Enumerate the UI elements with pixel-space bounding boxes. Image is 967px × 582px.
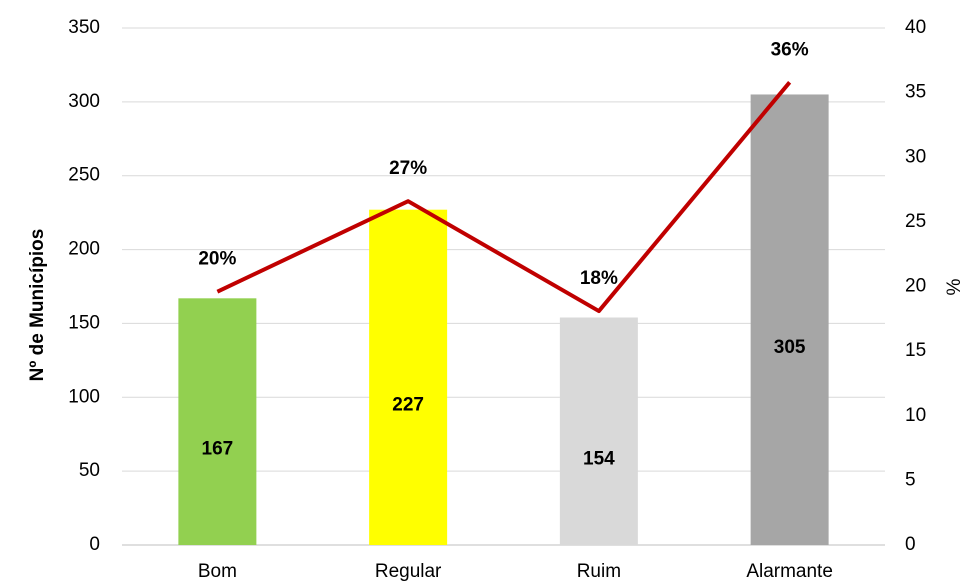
y-tick-label: 200 bbox=[68, 239, 100, 260]
x-tick-label: Regular bbox=[375, 561, 442, 582]
bar bbox=[369, 209, 448, 545]
bar bbox=[559, 317, 638, 545]
y2-tick-label: 5 bbox=[905, 469, 916, 490]
bar-value-label: 167 bbox=[202, 439, 234, 460]
y2-tick-label: 15 bbox=[905, 340, 926, 361]
line-value-label: 20% bbox=[198, 249, 236, 270]
y-tick-label: 100 bbox=[68, 386, 100, 407]
x-tick-label: Bom bbox=[198, 561, 237, 582]
bar-value-label: 154 bbox=[583, 448, 615, 469]
y-axis-label: Nº de Municípios bbox=[27, 229, 48, 382]
y2-tick-label: 25 bbox=[905, 211, 926, 232]
y2-tick-label: 40 bbox=[905, 17, 926, 38]
y-tick-label: 250 bbox=[68, 165, 100, 186]
y-tick-label: 150 bbox=[68, 312, 100, 333]
line-value-label: 36% bbox=[771, 39, 809, 60]
bar-value-label: 305 bbox=[774, 337, 806, 358]
y2-tick-label: 30 bbox=[905, 146, 926, 167]
bar bbox=[750, 94, 829, 545]
y-tick-label: 50 bbox=[79, 460, 100, 481]
y-tick-label: 300 bbox=[68, 91, 100, 112]
y2-tick-label: 0 bbox=[905, 534, 916, 555]
line-value-label: 27% bbox=[389, 158, 427, 179]
x-tick-label: Ruim bbox=[577, 561, 621, 582]
y2-tick-label: 20 bbox=[905, 276, 926, 297]
y2-tick-label: 35 bbox=[905, 82, 926, 103]
line-value-label: 18% bbox=[580, 268, 618, 289]
y2-axis-label: % bbox=[944, 278, 965, 295]
bar-value-label: 227 bbox=[392, 394, 424, 415]
x-tick-label: Alarmante bbox=[746, 561, 833, 582]
y-tick-label: 350 bbox=[68, 17, 100, 38]
y-tick-label: 0 bbox=[89, 534, 100, 555]
line bbox=[216, 81, 792, 314]
bar bbox=[178, 298, 257, 545]
y2-tick-label: 10 bbox=[905, 405, 926, 426]
